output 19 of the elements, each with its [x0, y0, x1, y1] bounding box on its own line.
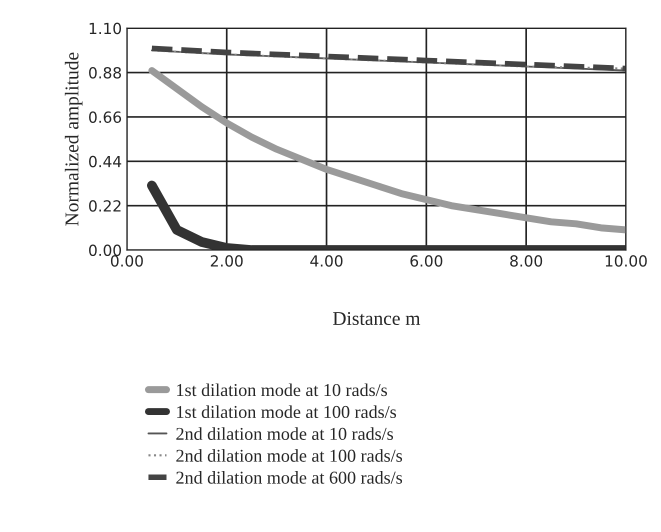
x-axis-title: Distance m	[332, 312, 420, 326]
y-tick-label: 0.44	[89, 156, 122, 168]
y-tick-label: 0.22	[89, 200, 121, 212]
y-axis-title: Normalized amplitude	[64, 52, 82, 226]
x-tick-label: 10.00	[606, 255, 647, 267]
legend-label: 1st dilation mode at 10 rads/s	[177, 383, 388, 396]
y-tick-label: 0.66	[89, 111, 122, 123]
x-tick-label: 6.00	[410, 255, 442, 267]
legend-label: 2nd dilation mode at 100 rads/s	[176, 449, 402, 462]
y-tick-label: 1.10	[90, 22, 122, 34]
y-tick-label: 0.00	[89, 244, 122, 256]
x-tick-label: 2.00	[210, 255, 243, 267]
legend-label: 2nd dilation mode at 10 rads/s	[176, 427, 394, 440]
y-tick-label: 0.88	[89, 67, 122, 79]
legend-label: 1st dilation mode at 100 rads/s	[177, 405, 396, 418]
x-tick-label: 4.00	[310, 255, 343, 267]
legend-label: 2nd dilation mode at 600 rads/s	[176, 471, 402, 484]
x-tick-label: 0.00	[110, 255, 143, 267]
x-tick-label: 8.00	[510, 255, 542, 267]
